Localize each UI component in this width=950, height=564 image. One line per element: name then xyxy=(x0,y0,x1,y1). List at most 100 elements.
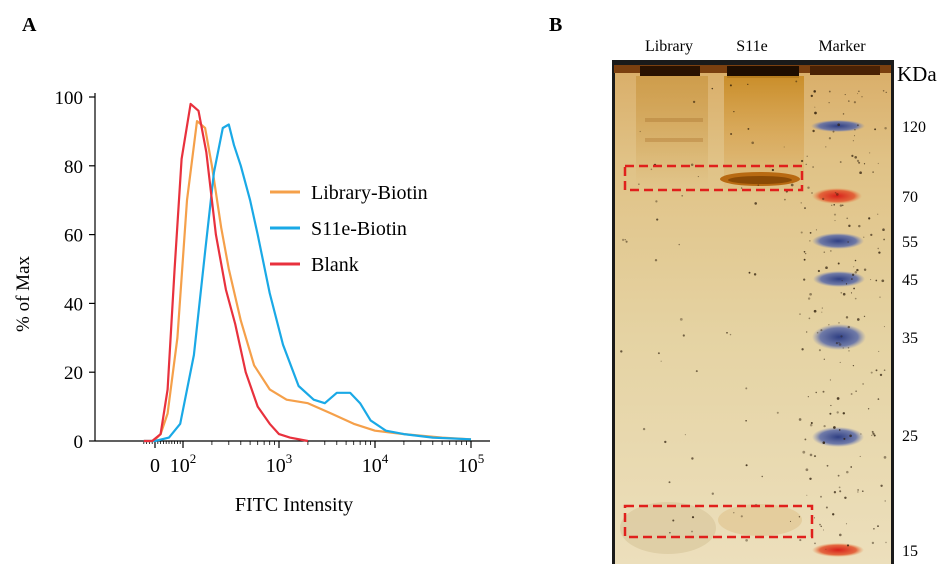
gel-speckle xyxy=(805,163,807,165)
gel-speckle xyxy=(820,495,822,498)
gel-speckle xyxy=(807,396,809,398)
gel-speckle xyxy=(867,408,870,410)
gel-speckle xyxy=(853,287,856,290)
gel-speckle xyxy=(819,523,821,526)
x-tick-exponent-4: 5 xyxy=(478,451,485,466)
marker-band-45 xyxy=(813,271,865,287)
x-tick-label-0: 0 xyxy=(150,455,160,477)
s11e-lane-smear xyxy=(724,76,804,196)
gel-speckle xyxy=(881,279,885,283)
lane-label-marker: Marker xyxy=(818,38,866,55)
gel-speckle xyxy=(771,168,775,172)
well-marker xyxy=(810,66,880,75)
gel-speckle xyxy=(839,161,842,163)
gel-speckle xyxy=(847,325,850,329)
legend-label-1: S11e-Biotin xyxy=(311,218,407,240)
gel-speckle xyxy=(854,259,857,262)
gel-speckle xyxy=(798,516,801,518)
gel-speckle xyxy=(838,343,842,346)
gel-speckle xyxy=(625,240,628,243)
gel-speckle xyxy=(825,146,827,148)
gel-speckle xyxy=(858,161,861,164)
gel-speckle xyxy=(789,520,792,522)
gel-speckle xyxy=(813,517,815,519)
gel-speckle xyxy=(863,236,865,238)
gel-speckle xyxy=(740,515,743,518)
gel-speckle xyxy=(817,269,821,273)
library-band-1 xyxy=(645,118,703,122)
gel-speckle xyxy=(813,455,817,458)
x-tick-exponent-1: 2 xyxy=(190,451,197,466)
y-axis-label: % of Max xyxy=(13,256,34,332)
gel-speckle xyxy=(668,481,671,484)
gel-speckle xyxy=(857,491,859,493)
gel-speckle xyxy=(848,224,851,228)
gel-speckle xyxy=(751,141,754,145)
gel-speckle xyxy=(828,102,830,104)
gel-speckles xyxy=(620,80,887,550)
gel-speckle xyxy=(877,162,879,165)
gel-speckle xyxy=(807,297,811,300)
marker-band-15 xyxy=(812,543,864,557)
gel-speckle xyxy=(823,358,825,360)
gel-speckle xyxy=(883,326,885,328)
gel-speckle xyxy=(838,429,841,431)
panel-a-letter: A xyxy=(22,14,37,36)
y-tick-label-60: 60 xyxy=(64,226,83,247)
gel-speckle xyxy=(814,111,817,115)
gel-speckle xyxy=(851,278,853,280)
gel-speckle xyxy=(877,213,879,215)
gel-speckle xyxy=(852,364,855,367)
gel-speckle xyxy=(853,266,855,268)
gel-speckle xyxy=(839,361,841,363)
series-line-library-biotin xyxy=(143,120,472,443)
gel-speckle xyxy=(809,292,812,296)
gel-speckle xyxy=(856,268,859,272)
x-tick-exponent-2: 3 xyxy=(286,451,293,466)
gel-speckle xyxy=(822,197,825,201)
gel-speckle xyxy=(740,187,743,189)
gel-speckle xyxy=(883,238,885,241)
gel-speckle xyxy=(799,313,801,316)
gel-speckle xyxy=(846,544,850,547)
gel-speckle xyxy=(798,418,802,421)
gel-speckle xyxy=(839,490,842,493)
gel-speckle xyxy=(861,490,864,493)
gel-speckle xyxy=(761,475,763,478)
marker-band-35 xyxy=(812,324,866,350)
gel-speckle xyxy=(877,398,880,400)
gel-speckle xyxy=(833,491,837,494)
gel-speckle xyxy=(842,113,845,115)
gel-speckle xyxy=(844,496,847,500)
gel-speckle xyxy=(877,525,879,527)
y-tick-label-40: 40 xyxy=(64,294,83,315)
gel-speckle xyxy=(803,250,806,253)
gel-speckle xyxy=(692,100,696,104)
gel-speckle xyxy=(879,373,883,377)
gel-speckle xyxy=(834,220,836,222)
s11e-band-core xyxy=(728,176,792,184)
gel-speckle xyxy=(822,390,825,393)
highlight-box-upper xyxy=(623,164,804,192)
gel-speckle xyxy=(854,271,858,274)
gel-speckle xyxy=(847,346,850,349)
gel-speckle xyxy=(809,477,812,481)
gel-speckle xyxy=(800,159,804,163)
gel-speckle xyxy=(853,135,856,137)
gel-speckle xyxy=(857,489,859,491)
gel-speckle xyxy=(851,154,854,158)
gel-speckle xyxy=(846,470,849,474)
gel-speckle xyxy=(821,307,823,309)
gel-wells-strip xyxy=(614,65,891,73)
gel-speckle xyxy=(821,311,823,313)
well-library xyxy=(640,66,700,76)
y-tick-label-20: 20 xyxy=(64,363,83,384)
gel-speckle xyxy=(835,193,839,196)
y-tick-label-80: 80 xyxy=(64,157,83,178)
gel-speckle xyxy=(807,186,810,189)
gel-speckle xyxy=(785,190,788,193)
gel-speckle xyxy=(815,391,817,394)
gel-speckle xyxy=(814,542,816,545)
gel-speckle xyxy=(803,258,806,261)
gel-speckle xyxy=(754,202,757,205)
